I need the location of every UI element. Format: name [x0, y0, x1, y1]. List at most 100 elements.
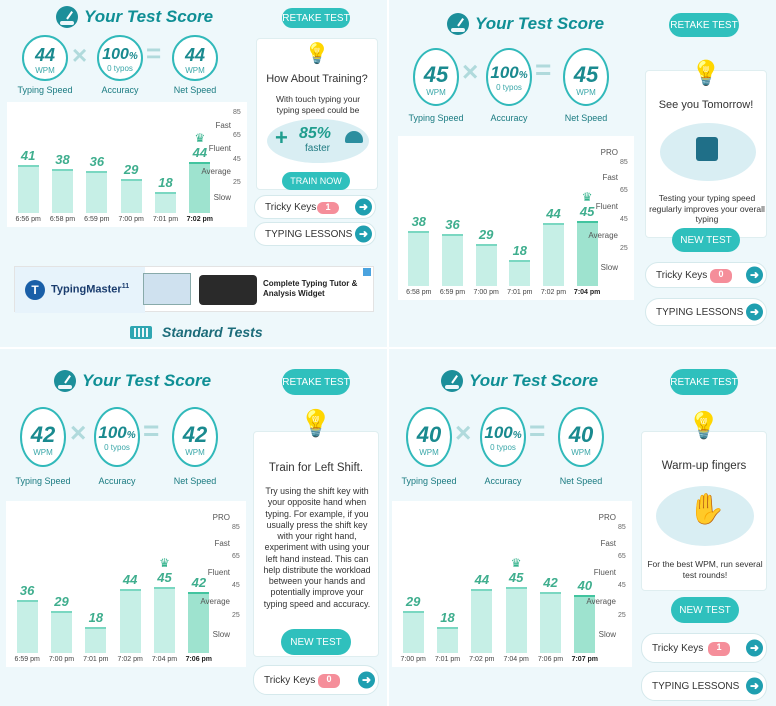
- retake-test-button[interactable]: RETAKE TEST: [282, 8, 350, 28]
- tricky-keys-link[interactable]: Tricky Keys 1 ➜: [641, 633, 767, 663]
- mini-gauge-icon: [345, 131, 363, 143]
- x-tick-label: 7:07 pm: [571, 656, 599, 663]
- speed-history-chart: 29 7:00 pm 18 7:01 pm 44 7:02 pm 45 ♛ 7:04 pm 42 7…: [392, 501, 632, 667]
- bar-value-label: 45: [579, 204, 595, 220]
- x-tick-label: 7:04 pm: [151, 656, 178, 663]
- crown-icon: ♛: [194, 130, 206, 145]
- laptop-image: [143, 273, 191, 305]
- chart-bar: [153, 587, 176, 653]
- bar-value-label: 29: [405, 593, 421, 609]
- lightbulb-icon: 💡: [299, 408, 333, 438]
- equals-icon: =: [146, 38, 162, 68]
- times-icon: ×: [455, 417, 472, 448]
- chart-bar: [154, 192, 177, 213]
- new-test-button[interactable]: NEW TEST: [671, 597, 739, 623]
- typing-lessons-link[interactable]: TYPING LESSONS ➜: [641, 671, 767, 701]
- speed-history-chart: 41 6:56 pm 38 6:58 pm 36 6:59 pm 29 7:00 pm 18 7:…: [7, 102, 247, 227]
- card-text: With touch typing your typing speed coul…: [275, 94, 361, 115]
- retake-test-button[interactable]: RETAKE TEST: [669, 13, 739, 37]
- new-test-button[interactable]: NEW TEST: [281, 629, 351, 655]
- typing-speed-value: 40: [416, 422, 442, 447]
- y-tick-label: 45: [618, 582, 626, 590]
- x-tick-label: 6:58 pm: [49, 216, 76, 223]
- advertisement-banner[interactable]: T TypingMaster11 Complete Typing Tutor &…: [14, 266, 374, 313]
- tricky-keys-link[interactable]: Tricky Keys 1 ➜: [254, 195, 376, 219]
- bar-value-label: 45: [157, 570, 172, 586]
- plus-icon: +: [275, 125, 288, 150]
- chart-bar: [17, 165, 39, 213]
- train-now-button[interactable]: TRAIN NOW: [282, 172, 350, 190]
- chart-bar: [119, 588, 141, 653]
- lightbulb-icon: 💡: [691, 60, 721, 87]
- net-speed-label: Net Speed: [559, 476, 603, 486]
- net-speed-circle: 44 WPM: [172, 35, 218, 81]
- hands-oval: [656, 486, 754, 546]
- y-tick-label: 85: [618, 523, 626, 531]
- bar-value-label: 41: [20, 148, 36, 164]
- chart-bar: [16, 600, 38, 653]
- see-you-tomorrow-card: 💡 See you Tomorrow! Testing your typing …: [645, 60, 767, 238]
- typing-speed-unit: WPM: [419, 448, 439, 457]
- faster-text: faster: [305, 143, 331, 154]
- equals-icon: =: [535, 54, 552, 85]
- bar-value-label: 38: [411, 214, 427, 230]
- bar-value-label: 40: [577, 577, 593, 593]
- training-card: 💡 How About Training? With touch typing …: [256, 38, 378, 190]
- tricky-keys-link[interactable]: Tricky Keys 0 ➜: [253, 665, 379, 695]
- typing-lessons-link[interactable]: TYPING LESSONS ➜: [645, 298, 767, 326]
- new-test-button[interactable]: NEW TEST: [672, 228, 740, 252]
- x-tick-label: 6:59 pm: [84, 216, 110, 223]
- speedometer-icon: [441, 370, 463, 392]
- crown-icon: ♛: [159, 556, 170, 571]
- chart-bar: [50, 610, 73, 653]
- tricky-keys-count: 0: [710, 269, 732, 283]
- page-title: Your Test Score: [447, 13, 604, 35]
- chart-bar: [442, 234, 463, 286]
- card-title: Warm-up fingers: [661, 460, 747, 472]
- tricky-keys-label: Tricky Keys: [656, 269, 708, 281]
- net-speed-label: Net Speed: [173, 476, 217, 486]
- bar-value-label: 45: [508, 570, 524, 586]
- typing-lessons-link[interactable]: TYPING LESSONS ➜: [254, 222, 376, 246]
- typing-speed-unit: WPM: [33, 448, 53, 457]
- x-tick-label: 7:01 pm: [152, 216, 179, 223]
- page-title: Your Test Score: [54, 370, 211, 392]
- panel-1: Your Test Score RETAKE TEST 44 WPM × 100…: [0, 0, 388, 347]
- accuracy-sub: 0 typos: [104, 443, 130, 452]
- calendar-icon: [696, 137, 718, 161]
- panel-2: Your Test Score RETAKE TEST 45 WPM × 100…: [389, 0, 776, 347]
- warm-up-card: 💡 Warm-up fingers ✋ For the best WPM, ru…: [641, 410, 767, 591]
- bar-value-label: 44: [192, 144, 208, 160]
- faster-percent: 85%: [299, 125, 332, 142]
- widget-image: [199, 275, 257, 305]
- tricky-keys-label: Tricky Keys: [652, 642, 704, 654]
- accuracy-circle: 100% 0 typos: [486, 48, 532, 106]
- net-speed-label: Net Speed: [564, 113, 608, 123]
- typing-lessons-label: TYPING LESSONS: [265, 228, 353, 240]
- times-icon: ×: [72, 40, 88, 70]
- speed-zone-label: Fluent: [208, 143, 231, 153]
- retake-test-button[interactable]: RETAKE TEST: [282, 369, 350, 395]
- chart-bar: [509, 260, 531, 286]
- speedometer-icon: [54, 370, 76, 392]
- ad-choices-icon[interactable]: [363, 268, 371, 276]
- accuracy-value: 100%: [490, 63, 528, 82]
- bar-value-label: 44: [546, 205, 561, 221]
- chart-bar: [574, 594, 596, 653]
- retake-test-button[interactable]: RETAKE TEST: [670, 369, 738, 395]
- accuracy-value: 100%: [102, 46, 138, 63]
- bar-value-label: 44: [474, 571, 490, 587]
- typing-speed-value: 45: [423, 62, 449, 87]
- tricky-keys-link[interactable]: Tricky Keys 0 ➜: [645, 262, 767, 288]
- typing-speed-label: Typing Speed: [15, 476, 71, 486]
- chart-bar: [408, 231, 430, 286]
- net-speed-value: 40: [568, 422, 594, 447]
- arrow-right-icon: ➜: [358, 671, 375, 689]
- net-speed-label: Net Speed: [173, 85, 217, 95]
- typing-speed-circle: 42 WPM: [20, 407, 66, 467]
- y-tick-label: 85: [620, 158, 628, 166]
- tricky-keys-count: 1: [317, 202, 339, 214]
- net-speed-value: 42: [182, 422, 208, 447]
- chart-bar: [86, 171, 108, 213]
